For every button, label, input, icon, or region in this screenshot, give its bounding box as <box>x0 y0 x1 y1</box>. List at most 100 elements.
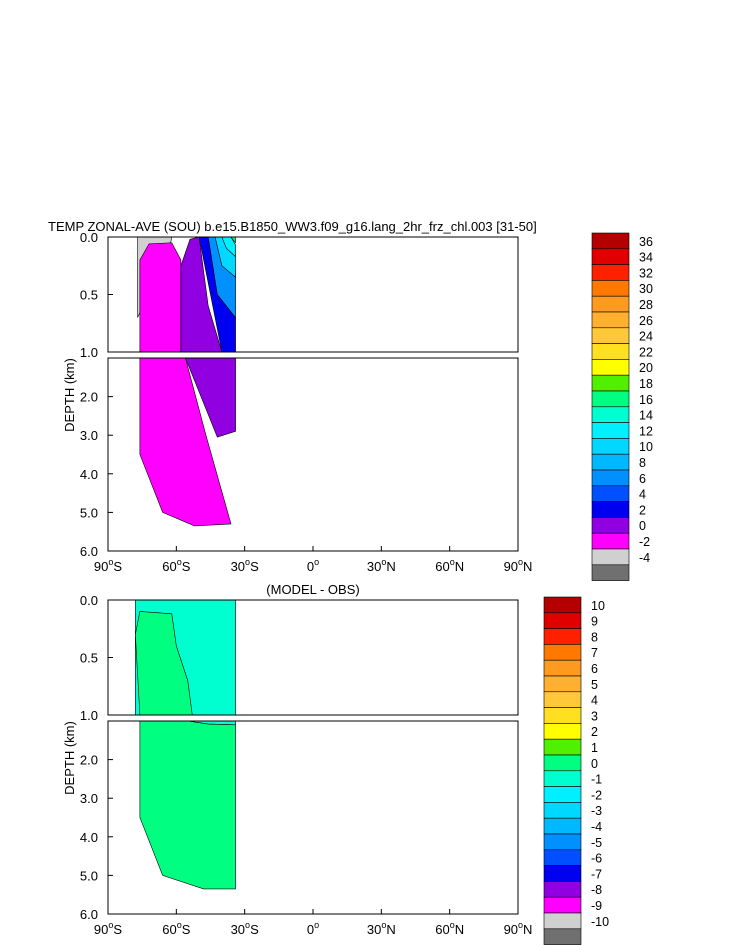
colorbar-label: 10 <box>591 599 605 613</box>
y-tick-label: 0.0 <box>80 593 98 608</box>
colorbar-swatch <box>543 786 582 803</box>
y-tick-label: 6.0 <box>80 544 98 559</box>
colorbar-swatch <box>543 675 582 693</box>
colorbar-label: 2 <box>639 503 646 517</box>
colorbar-label: -5 <box>591 836 602 850</box>
x-tick-label: 60oN <box>435 920 464 937</box>
y-tick-label: 6.0 <box>80 907 98 922</box>
colorbar-label: -1 <box>591 773 602 787</box>
y-tick-label: 5.0 <box>80 868 98 883</box>
colorbar-swatch <box>543 738 582 756</box>
colorbar-swatch <box>591 264 630 281</box>
x-tick-label: 30oN <box>367 557 396 574</box>
colorbar-label: -2 <box>591 788 602 802</box>
x-tick-label: 30oN <box>367 920 396 937</box>
colorbar-label: 10 <box>639 440 653 454</box>
chart-1: TEMP ZONAL-AVE (SOU) b.e15.B1850_WW3.f09… <box>48 219 653 581</box>
colorbar-swatch <box>591 295 630 313</box>
colorbar-label: 0 <box>591 757 598 771</box>
y-tick-label: 2.0 <box>80 390 98 405</box>
colorbar-label: 6 <box>639 472 646 486</box>
colorbar-swatch <box>591 532 630 550</box>
x-tick-label: 90oN <box>504 920 533 937</box>
colorbar-label: -8 <box>591 883 602 897</box>
colorbar-swatch <box>543 833 582 851</box>
colorbar-label: 6 <box>591 662 598 676</box>
x-tick-label: 30oS <box>231 920 259 937</box>
colorbar-swatch <box>591 327 630 344</box>
colorbar-swatch <box>591 469 630 487</box>
x-tick-label: 60oN <box>435 557 464 574</box>
colorbar-swatch <box>591 406 630 423</box>
colorbar-label: 8 <box>591 630 598 644</box>
colorbar-label: 14 <box>639 409 653 423</box>
colorbar-swatch <box>543 596 582 614</box>
colorbar-label: 7 <box>591 646 598 660</box>
chart-title: TEMP ZONAL-AVE (SOU) b.e15.B1850_WW3.f09… <box>48 219 537 234</box>
colorbar-label: 26 <box>639 314 653 328</box>
colorbar-label: 36 <box>639 235 653 249</box>
colorbar-swatch <box>591 280 630 297</box>
colorbar-swatch <box>543 802 582 819</box>
contour-region-lower-1 <box>139 357 232 527</box>
colorbar-swatch <box>591 564 630 581</box>
colorbar-swatch <box>591 517 630 534</box>
colorbar-label: 30 <box>639 282 653 296</box>
colorbar-label: 8 <box>639 456 646 470</box>
x-tick-label: 0o <box>307 920 319 937</box>
contour-region-upper-1 <box>135 611 193 716</box>
colorbar-label: 28 <box>639 298 653 312</box>
colorbar-swatch <box>591 548 630 566</box>
colorbar-label: -2 <box>639 535 650 549</box>
x-tick-label: 60oS <box>162 557 190 574</box>
colorbar-swatch <box>591 343 630 360</box>
colorbar-swatch <box>543 707 582 724</box>
colorbar-label: 22 <box>639 345 653 359</box>
colorbar-label: -6 <box>591 852 602 866</box>
colorbar-label: 12 <box>639 424 653 438</box>
colorbar-swatch <box>591 485 630 502</box>
x-tick-label: 30oS <box>231 557 259 574</box>
colorbar-label: -7 <box>591 867 602 881</box>
colorbar-label: -4 <box>639 551 650 565</box>
colorbar-swatch <box>543 770 582 787</box>
y-axis-label: DEPTH (km) <box>62 358 77 432</box>
colorbar-swatch <box>591 232 630 250</box>
colorbar-label: 20 <box>639 361 653 375</box>
y-tick-label: 1.0 <box>80 345 98 360</box>
colorbar-label: 0 <box>639 519 646 533</box>
colorbar-swatch <box>591 453 630 471</box>
colorbar-swatch <box>591 311 630 329</box>
x-tick-label: 90oS <box>94 557 122 574</box>
x-tick-label: 90oN <box>504 557 533 574</box>
y-tick-label: 2.0 <box>80 753 98 768</box>
y-tick-label: 3.0 <box>80 428 98 443</box>
x-tick-label: 0o <box>307 557 319 574</box>
colorbar-label: 18 <box>639 377 653 391</box>
colorbar-label: -4 <box>591 820 602 834</box>
colorbar-swatch <box>543 881 582 898</box>
colorbar-swatch <box>543 912 582 930</box>
colorbar-swatch <box>543 628 582 645</box>
y-tick-label: 4.0 <box>80 467 98 482</box>
colorbar-label: 32 <box>639 266 653 280</box>
colorbar-swatch <box>591 390 630 408</box>
colorbar-label: 4 <box>639 488 646 502</box>
y-tick-label: 3.0 <box>80 791 98 806</box>
colorbar-swatch <box>591 374 630 392</box>
colorbar-swatch <box>591 422 630 439</box>
colorbar-swatch <box>543 659 582 677</box>
colorbar-label: 24 <box>639 330 653 344</box>
y-tick-label: 5.0 <box>80 505 98 520</box>
contour-region-upper-1 <box>139 242 182 353</box>
y-axis-label: DEPTH (km) <box>62 721 77 795</box>
y-tick-label: 0.0 <box>80 230 98 245</box>
colorbar-label: 4 <box>591 694 598 708</box>
colorbar-label: 5 <box>591 678 598 692</box>
chart-2: (MODEL - OBS) 0.0 0.5 1.0 2.0 3.0 4.0 5.0 6.0 DEP… <box>62 582 609 945</box>
colorbar-label: 1 <box>591 741 598 755</box>
colorbar-swatch <box>543 865 582 882</box>
colorbar-swatch <box>591 359 630 376</box>
colorbar-swatch <box>543 691 582 708</box>
